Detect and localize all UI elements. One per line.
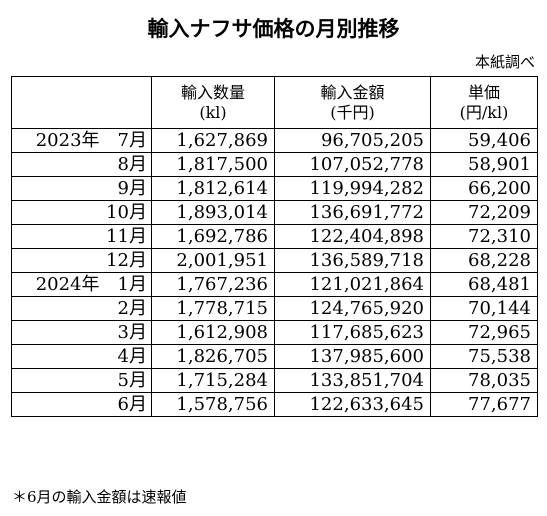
cell-period: 2024年 1月: [11, 272, 152, 297]
header-amount-label: 輸入金額: [320, 82, 385, 102]
cell-amount: 124,765,920: [274, 296, 431, 321]
cell-amount: 117,685,623: [274, 320, 431, 345]
cell-quantity: 1,692,786: [151, 224, 275, 249]
table-row: 5月 1,715,284 133,851,704 78,035: [11, 368, 538, 393]
cell-period: 2月: [11, 296, 152, 321]
cell-unit-price: 66,200: [430, 176, 538, 201]
table-row: 8月 1,817,500 107,052,778 58,901: [11, 152, 538, 177]
cell-amount: 122,633,645: [274, 392, 431, 417]
cell-quantity: 1,715,284: [151, 368, 275, 393]
cell-quantity: 1,578,756: [151, 392, 275, 417]
cell-unit-price: 59,406: [430, 128, 538, 153]
cell-quantity: 2,001,951: [151, 248, 275, 273]
table-body: 2023年 7月 1,627,869 96,705,205 59,406 8月 1,817…: [11, 128, 538, 417]
header-period: [11, 76, 152, 129]
cell-quantity: 1,812,614: [151, 176, 275, 201]
cell-quantity: 1,817,500: [151, 152, 275, 177]
cell-unit-price: 78,035: [430, 368, 538, 393]
cell-amount: 137,985,600: [274, 344, 431, 369]
cell-period: 5月: [11, 368, 152, 393]
cell-amount: 136,691,772: [274, 200, 431, 225]
table-row: 2024年 1月 1,767,236 121,021,864 68,481: [11, 272, 538, 297]
header-unit-price-label: 単価: [467, 82, 500, 102]
cell-unit-price: 68,228: [430, 248, 538, 273]
source-label: 本紙調べ: [474, 53, 535, 71]
cell-amount: 107,052,778: [274, 152, 431, 177]
table-row: 3月 1,612,908 117,685,623 72,965: [11, 320, 538, 345]
cell-quantity: 1,612,908: [151, 320, 275, 345]
cell-quantity: 1,826,705: [151, 344, 275, 369]
table-row: 4月 1,826,705 137,985,600 75,538: [11, 344, 538, 369]
table-row: 6月 1,578,756 122,633,645 77,677: [11, 392, 538, 417]
table-row: 2023年 7月 1,627,869 96,705,205 59,406: [11, 128, 538, 153]
cell-period: 4月: [11, 344, 152, 369]
cell-period: 8月: [11, 152, 152, 177]
cell-amount: 136,589,718: [274, 248, 431, 273]
header-quantity-unit: (kl): [199, 102, 227, 122]
header-amount: 輸入金額 (千円): [274, 76, 431, 129]
table-row: 12月 2,001,951 136,589,718 68,228: [11, 248, 538, 273]
cell-quantity: 1,893,014: [151, 200, 275, 225]
header-unit-price-unit: (円/kl): [459, 102, 509, 122]
header-quantity: 輸入数量 (kl): [151, 76, 275, 129]
table-row: 2月 1,778,715 124,765,920 70,144: [11, 296, 538, 321]
table-row: 11月 1,692,786 122,404,898 72,310: [11, 224, 538, 249]
cell-amount: 119,994,282: [274, 176, 431, 201]
cell-unit-price: 70,144: [430, 296, 538, 321]
cell-quantity: 1,767,236: [151, 272, 275, 297]
table-row: 10月 1,893,014 136,691,772 72,209: [11, 200, 538, 225]
cell-period: 12月: [11, 248, 152, 273]
page-title: 輸入ナフサ価格の月別推移: [147, 17, 400, 41]
cell-unit-price: 72,310: [430, 224, 538, 249]
cell-unit-price: 58,901: [430, 152, 538, 177]
cell-amount: 122,404,898: [274, 224, 431, 249]
cell-amount: 96,705,205: [274, 128, 431, 153]
cell-unit-price: 68,481: [430, 272, 538, 297]
cell-unit-price: 77,677: [430, 392, 538, 417]
header-amount-unit: (千円): [330, 102, 375, 122]
table-row: 9月 1,812,614 119,994,282 66,200: [11, 176, 538, 201]
header-unit-price: 単価 (円/kl): [430, 76, 538, 129]
cell-unit-price: 75,538: [430, 344, 538, 369]
cell-quantity: 1,627,869: [151, 128, 275, 153]
cell-quantity: 1,778,715: [151, 296, 275, 321]
cell-period: 11月: [11, 224, 152, 249]
cell-amount: 133,851,704: [274, 368, 431, 393]
cell-unit-price: 72,209: [430, 200, 538, 225]
cell-unit-price: 72,965: [430, 320, 538, 345]
table-header-row: 輸入数量 (kl) 輸入金額 (千円) 単価 (円/kl): [11, 76, 538, 129]
cell-period: 2023年 7月: [11, 128, 152, 153]
cell-amount: 121,021,864: [274, 272, 431, 297]
naphtha-price-table: 輸入数量 (kl) 輸入金額 (千円) 単価 (円/kl) 2023年 7月 1,…: [11, 76, 538, 417]
footnote: ＊6月の輸入金額は速報値: [12, 488, 187, 506]
cell-period: 3月: [11, 320, 152, 345]
header-quantity-label: 輸入数量: [180, 82, 245, 102]
cell-period: 10月: [11, 200, 152, 225]
cell-period: 9月: [11, 176, 152, 201]
cell-period: 6月: [11, 392, 152, 417]
